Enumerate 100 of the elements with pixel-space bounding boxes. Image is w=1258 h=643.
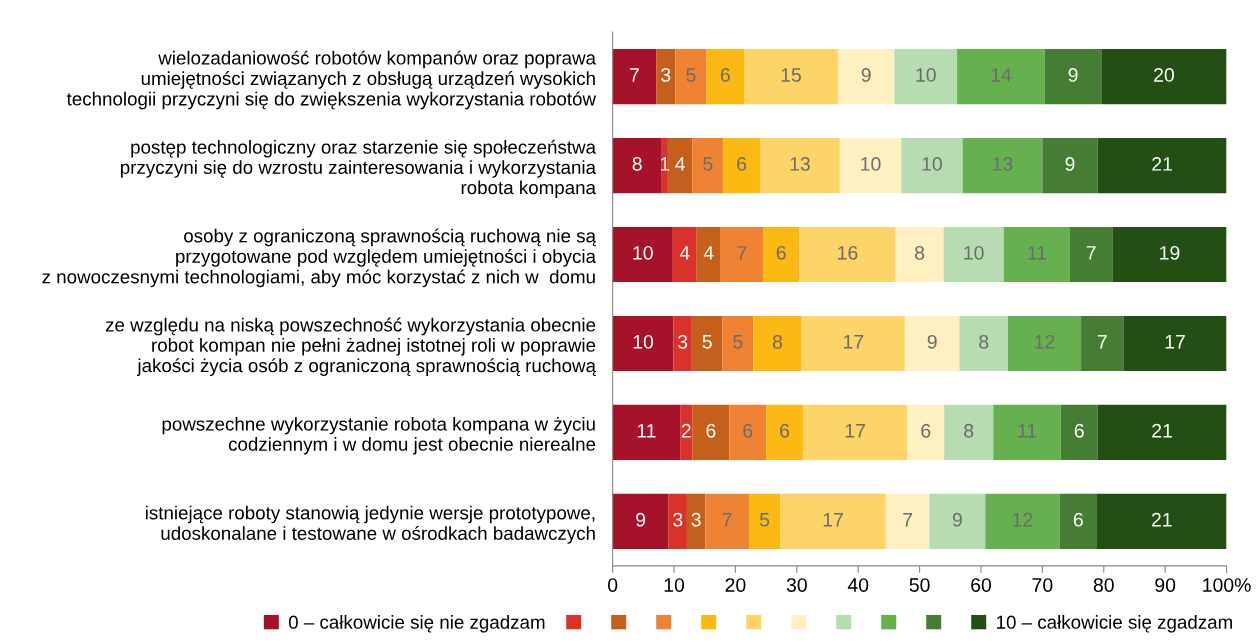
x-tick-label: 60 — [971, 578, 992, 592]
bar — [686, 493, 706, 549]
bar — [612, 226, 673, 283]
data-label: 8 — [772, 334, 783, 349]
data-label: 2 — [681, 423, 691, 438]
data-label: 7 — [630, 68, 639, 82]
data-label: 7 — [737, 246, 747, 260]
bar — [895, 226, 944, 283]
data-label: 9 — [636, 512, 646, 527]
data-label: 12 — [1013, 512, 1033, 527]
data-label: 6 — [776, 245, 786, 260]
data-label: 10 — [964, 245, 984, 260]
bar — [1123, 315, 1227, 372]
bar — [993, 404, 1061, 460]
x-tick-label: 80 — [1093, 578, 1114, 592]
x-tick-label: 40 — [847, 578, 869, 592]
bar — [901, 138, 963, 194]
bar — [802, 404, 908, 460]
data-label: 9 — [952, 512, 962, 527]
data-label: 11 — [1018, 424, 1037, 438]
bar — [692, 404, 730, 460]
data-label: 7 — [722, 513, 732, 527]
data-label: 21 — [1152, 423, 1172, 438]
bar — [944, 404, 994, 460]
bar — [780, 493, 886, 549]
data-label: 11 — [637, 424, 656, 438]
bar — [744, 49, 838, 105]
data-label: 6 — [743, 423, 753, 438]
bar — [612, 404, 681, 460]
data-label: 8 — [915, 245, 925, 260]
bar — [799, 226, 896, 283]
bar — [839, 138, 902, 194]
bar — [753, 315, 802, 372]
bar — [962, 138, 1043, 194]
data-label: 3 — [691, 512, 701, 527]
bar — [904, 315, 960, 372]
bar — [1112, 226, 1227, 283]
data-label: 5 — [703, 157, 713, 171]
data-label: 6 — [780, 423, 790, 438]
data-label: 14 — [991, 68, 1012, 82]
y-tick-label: powszechne wykorzystanie robota kompana w życiu codziennym i w domu jest obecnie nierealne — [162, 416, 596, 455]
data-label: 17 — [845, 424, 865, 438]
data-label: 17 — [823, 513, 843, 527]
data-label: 17 — [1165, 335, 1185, 349]
bar — [612, 138, 662, 194]
data-label: 6 — [1073, 512, 1083, 527]
y-tick-label: wielozadaniowość robotów kompanów oraz poprawa umiejętności związanych z obsługą urządzeń wysokich technologii przyczyni się do zwiększenia wykorzystania robotów — [66, 50, 597, 110]
bar — [907, 404, 945, 460]
bar — [612, 493, 669, 549]
bar — [1008, 315, 1082, 372]
data-label: 8 — [632, 157, 642, 171]
bar — [673, 315, 692, 372]
bar — [612, 315, 674, 372]
data-label: 1 — [660, 157, 670, 171]
bar — [837, 49, 895, 105]
data-label: 21 — [1151, 512, 1172, 527]
x-tick-label: 30 — [786, 578, 807, 592]
bar — [706, 49, 745, 105]
bar — [722, 315, 754, 372]
bar — [894, 49, 958, 105]
bar — [696, 226, 721, 283]
bar — [692, 138, 724, 194]
data-label: 20 — [1154, 68, 1174, 82]
data-label: 13 — [790, 157, 810, 171]
data-label: 10 — [861, 157, 881, 171]
bar — [656, 49, 676, 105]
data-label: 4 — [679, 246, 690, 260]
bar — [672, 226, 697, 283]
data-label: 4 — [675, 157, 686, 171]
bar — [1081, 315, 1124, 372]
y-tick-label: istniejące roboty stanowią jedynie wersje prototypowe, udoskonalane i testowane w ośrodkach badawczych — [145, 505, 595, 544]
data-label: 6 — [737, 157, 747, 171]
bar — [929, 493, 986, 549]
x-tick-label: 0 — [608, 578, 618, 592]
data-label: 3 — [677, 334, 688, 349]
x-tick-label: 90 — [1155, 578, 1176, 592]
bar — [720, 226, 764, 283]
bar — [729, 404, 767, 460]
x-tick-label: 10 — [664, 578, 685, 592]
data-label: 10 — [633, 334, 654, 349]
data-label: 16 — [838, 245, 858, 260]
bar — [1042, 138, 1098, 194]
data-label: 5 — [733, 335, 743, 349]
x-tick-label: 50 — [909, 578, 930, 592]
x-tick-label: 20 — [725, 578, 746, 592]
data-label: 6 — [921, 423, 931, 438]
bar — [885, 493, 930, 549]
data-label: 7 — [903, 513, 913, 527]
data-label: 5 — [702, 335, 712, 349]
data-label: 11 — [1028, 246, 1046, 260]
data-label: 6 — [720, 68, 730, 82]
data-label: 10 — [916, 68, 936, 82]
bar — [675, 49, 707, 105]
y-tick-label: ze względu na niską powszechność wykorzystania obecnie robot kompan nie pełni żadnej istotnej roli w poprawie jakości życia osób z ograniczoną sprawnością ruchową — [105, 317, 597, 376]
bar — [759, 138, 840, 194]
bar — [723, 138, 760, 194]
data-label: 8 — [964, 423, 974, 438]
data-label: 3 — [673, 512, 683, 527]
data-label: 6 — [706, 423, 716, 438]
data-label: 9 — [1065, 157, 1075, 171]
